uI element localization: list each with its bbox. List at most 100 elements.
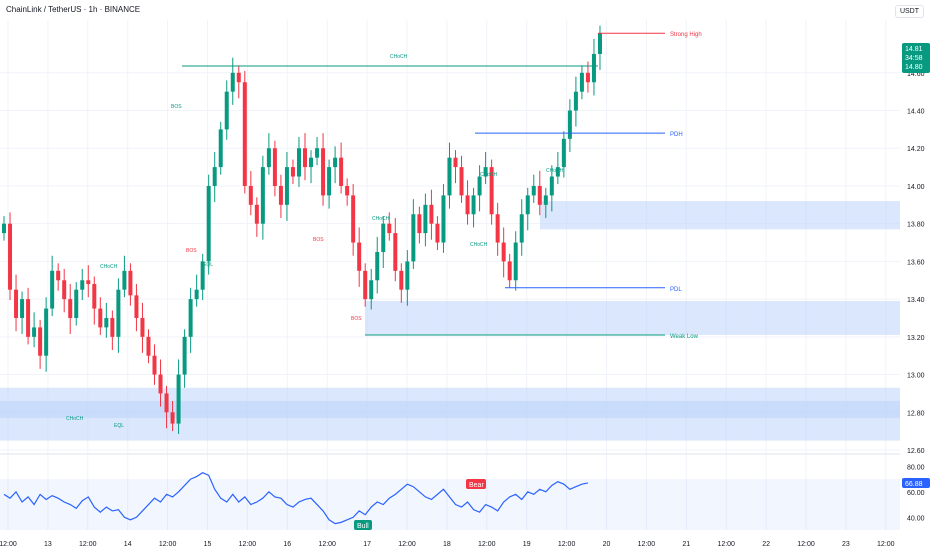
candle-body — [435, 223, 440, 243]
candle-body — [321, 148, 326, 196]
candle-body — [32, 327, 37, 337]
candle-body — [477, 176, 482, 196]
y-tick-label: 13.40 — [907, 297, 925, 304]
candle-body — [585, 72, 590, 83]
rsi-value-box — [902, 478, 930, 489]
candle-body — [206, 185, 211, 262]
candle-body — [309, 157, 314, 168]
x-tick-label: 12:00 — [478, 541, 496, 548]
candle-body — [423, 204, 428, 234]
candle-body — [224, 91, 229, 130]
price-label-box — [902, 43, 930, 73]
candle-body — [218, 129, 223, 168]
candle-body — [495, 214, 500, 243]
currency-label[interactable]: USDT — [894, 5, 924, 18]
candle-body — [8, 223, 13, 290]
candle-body — [260, 167, 265, 224]
candle-body — [278, 185, 283, 205]
candle-body — [266, 148, 271, 168]
candle-body — [501, 242, 506, 262]
candle-body — [561, 138, 566, 168]
candle-body — [212, 167, 217, 186]
annotation-label: CHoCH — [66, 416, 84, 422]
rsi-tick-label: 80.00 — [907, 464, 925, 471]
candle-body — [2, 223, 6, 234]
annotation-label: BOS — [171, 104, 182, 110]
candle-body — [303, 148, 307, 168]
x-tick-label: 12:00 — [638, 541, 656, 548]
candle-body — [519, 214, 524, 243]
zone-rect — [0, 400, 900, 441]
symbol-title[interactable]: ChainLink / TetherUS · 1h · BINANCE — [6, 5, 141, 14]
rsi-value-label: 66.88 — [905, 481, 923, 488]
zone-rect — [540, 201, 900, 230]
zone-rect — [365, 301, 900, 335]
candle-body — [537, 185, 542, 205]
candle-body — [567, 110, 572, 139]
annotation-label: BOS — [186, 248, 197, 254]
candle-body — [327, 167, 332, 196]
candle-body — [417, 214, 422, 234]
candle-body — [369, 280, 374, 300]
rsi-band — [0, 479, 900, 530]
candle-body — [188, 299, 193, 337]
y-tick-label: 12.80 — [907, 410, 925, 417]
candle-body — [459, 167, 464, 196]
rsi-tick-label: 60.00 — [907, 490, 925, 497]
annotation-label: CHoCH — [100, 264, 118, 270]
candle-body — [56, 270, 61, 281]
candle-body — [152, 355, 157, 375]
y-tick-label: 14.00 — [907, 184, 925, 191]
level-label: PDL — [670, 287, 682, 293]
candle-body — [182, 336, 187, 375]
candle-body — [315, 148, 320, 158]
y-tick-label: 14.20 — [907, 146, 925, 153]
x-tick-label: 23 — [842, 541, 850, 548]
x-tick-label: 22 — [762, 541, 770, 548]
candle-body — [104, 317, 109, 328]
x-tick-label: 12:00 — [877, 541, 895, 548]
candle-body — [453, 157, 458, 168]
price-label: 14.80 — [905, 64, 923, 71]
bear-tag: Bear — [469, 482, 484, 489]
candle-body — [489, 167, 494, 215]
candle-body — [176, 374, 181, 424]
candle-body — [230, 72, 235, 92]
bull-tag: Bull — [357, 523, 369, 530]
candle-body — [116, 289, 121, 337]
y-tick-label: 12.60 — [907, 448, 925, 455]
candle-body — [363, 270, 368, 300]
annotation-label: EQL — [203, 262, 213, 268]
candle-body — [50, 270, 55, 309]
y-tick-label: 13.00 — [907, 373, 925, 380]
candle-body — [597, 33, 602, 54]
candle-body — [345, 185, 350, 196]
candle-body — [290, 167, 295, 177]
candle-body — [38, 327, 43, 356]
candle-body — [393, 233, 398, 271]
x-tick-label: 12:00 — [318, 541, 336, 548]
x-tick-label: 16 — [283, 541, 291, 548]
annotation-label: CHoCH — [546, 168, 564, 174]
candle-body — [98, 308, 103, 328]
candle-body — [579, 72, 584, 92]
x-tick-label: 21 — [682, 541, 690, 548]
candle-body — [555, 167, 560, 177]
candle-body — [248, 185, 253, 205]
candle-body — [375, 251, 380, 281]
candle-body — [14, 289, 19, 318]
x-tick-label: 18 — [443, 541, 451, 548]
annotation-label: CHoCH — [470, 242, 488, 248]
x-tick-label: 12:00 — [79, 541, 97, 548]
candle-body — [549, 176, 554, 196]
candle-body — [357, 242, 362, 271]
annotation-label: CHoCH — [480, 172, 498, 178]
x-tick-label: 15 — [204, 541, 212, 548]
level-label: PDH — [670, 132, 683, 138]
candle-body — [507, 261, 512, 281]
candle-body — [339, 157, 344, 186]
x-tick-label: 19 — [523, 541, 531, 548]
candle-body — [20, 299, 25, 318]
candle-body — [429, 204, 434, 224]
